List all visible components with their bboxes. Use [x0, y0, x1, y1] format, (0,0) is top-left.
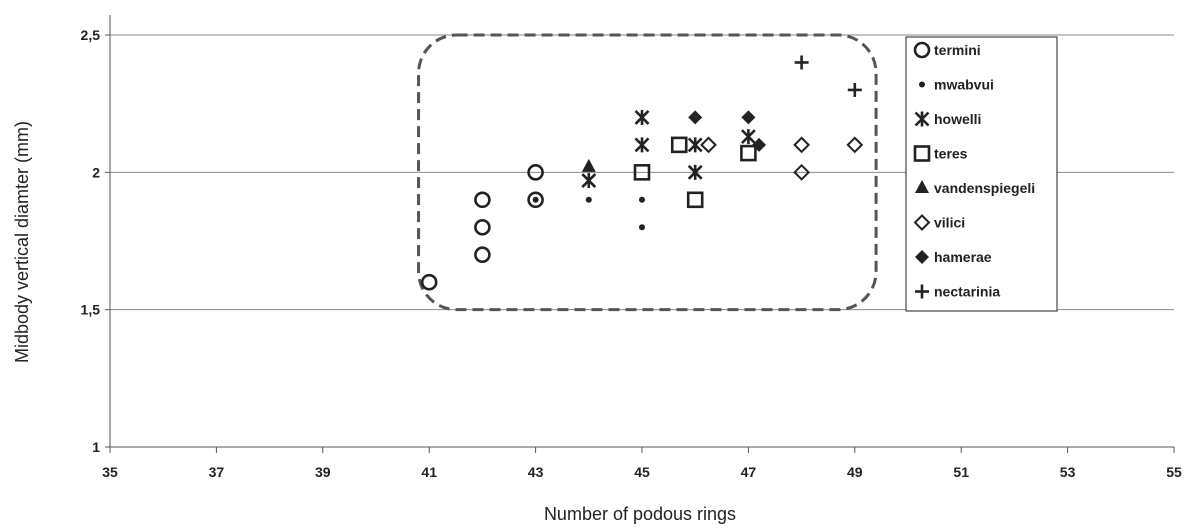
x-tick-label: 51 [953, 464, 969, 480]
legend-box [905, 36, 1058, 312]
data-point-teres [670, 136, 688, 154]
dashed-highlight-box [417, 33, 878, 312]
y-axis-title: Midbody vertical diamter (mm) [12, 121, 32, 363]
legend-label-mwabvui: mwabvui [934, 77, 994, 93]
legend-label-vandenspiegeli: vandenspiegeli [934, 180, 1035, 196]
data-point-howelli [687, 137, 703, 153]
legend-label-howelli: howelli [934, 111, 981, 127]
data-point-mwabvui [639, 196, 645, 203]
x-tick-label: 55 [1166, 464, 1182, 480]
legend: termini mwabvui howelli teres vandenspiegeli… [905, 36, 1058, 312]
data-point-mwabvui [585, 196, 592, 203]
data-point-termini [527, 164, 544, 181]
data-point-termini [474, 246, 491, 264]
axes [105, 15, 1175, 453]
x-tick-label: 49 [847, 464, 863, 480]
legend-marker-mwabvui [919, 81, 925, 88]
legend-marker-vandenspiegeli [915, 180, 929, 193]
x-axis-title: Number of podous rings [544, 504, 736, 524]
legend-marker-nectarinia [915, 284, 929, 299]
data-point-howelli [581, 173, 597, 189]
data-point-vilici [700, 136, 717, 154]
legend-marker-teres [913, 145, 931, 162]
data-points [420, 55, 864, 291]
data-point-nectarinia [847, 82, 862, 97]
legend-label-nectarinia: nectarinia [934, 284, 1000, 300]
data-point-hamerae [741, 110, 756, 125]
x-tick-labels: 35 37 39 41 43 45 47 49 51 53 55 [102, 464, 1182, 480]
data-point-termini [474, 191, 491, 209]
data-point-termini [420, 273, 438, 291]
x-tick-label: 53 [1060, 464, 1076, 480]
x-tick-label: 43 [528, 464, 544, 480]
data-point-howelli [634, 137, 650, 153]
y-tick-label: 1 [92, 439, 100, 455]
x-tick-label: 35 [102, 464, 118, 480]
legend-marker-termini [913, 41, 931, 59]
data-point-howelli [687, 164, 703, 180]
y-tick-label: 2 [92, 164, 100, 180]
data-point-nectarinia [794, 55, 809, 70]
legend-label-vilici: vilici [934, 215, 965, 231]
data-point-howelli [740, 129, 756, 145]
legend-marker-howelli [914, 111, 930, 127]
data-point-teres [633, 164, 651, 181]
data-point-vandenspiegeli [581, 158, 596, 172]
x-tick-label: 45 [634, 464, 650, 480]
x-tick-label: 37 [209, 464, 225, 480]
data-point-hamerae [688, 110, 703, 125]
legend-label-hamerae: hamerae [934, 249, 992, 265]
data-point-mwabvui [639, 224, 645, 231]
data-point-mwabvui [532, 196, 539, 203]
y-tick-label: 1,5 [81, 302, 101, 318]
data-point-termini [527, 191, 544, 209]
x-tick-label: 47 [741, 464, 757, 480]
data-point-hamerae [752, 137, 767, 152]
legend-label-teres: teres [934, 146, 968, 162]
y-tick-labels: 1 1,5 2 2,5 [81, 27, 101, 455]
data-point-teres [740, 144, 757, 162]
annotation-layer [417, 33, 878, 312]
y-tick-label: 2,5 [81, 27, 101, 43]
data-point-teres [686, 191, 704, 209]
data-point-termini [474, 218, 491, 236]
x-tick-label: 39 [315, 464, 331, 480]
x-tick-label: 41 [421, 464, 437, 480]
legend-marker-vilici [913, 214, 931, 231]
data-point-vilici [793, 163, 811, 181]
data-point-howelli [634, 109, 650, 125]
legend-marker-hamerae [915, 250, 929, 264]
data-point-vilici [846, 136, 864, 154]
data-point-vilici [793, 136, 811, 154]
legend-label-termini: termini [934, 42, 981, 58]
